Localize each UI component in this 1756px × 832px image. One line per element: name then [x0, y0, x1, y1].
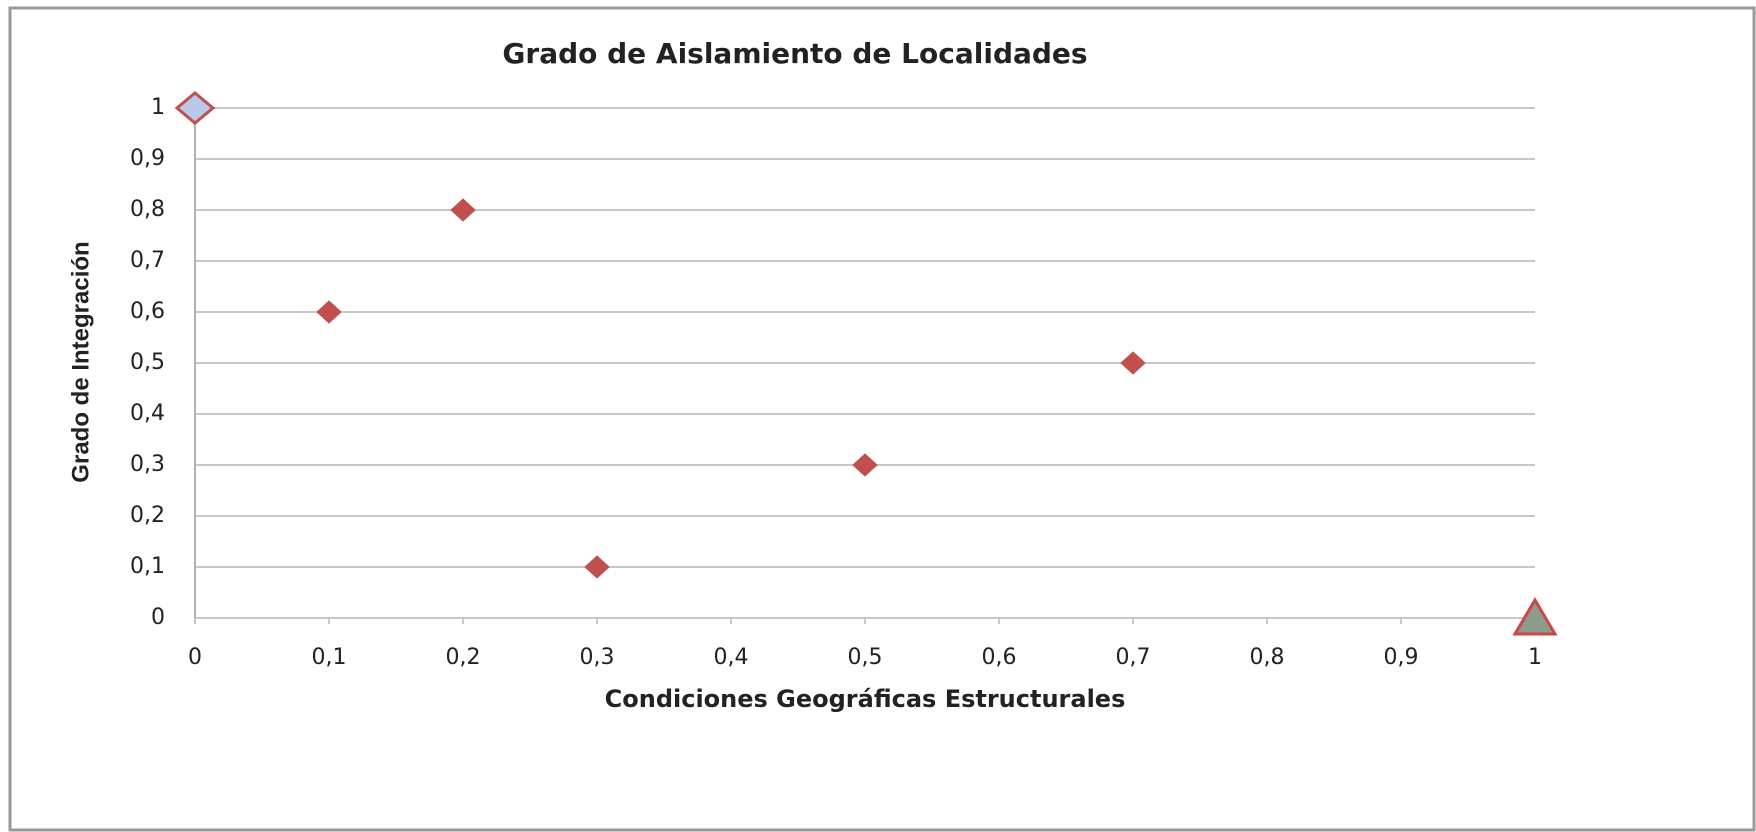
x-tick-label: 0,8: [1250, 645, 1285, 670]
scatter-point: [852, 453, 878, 477]
scatter-point: [450, 198, 476, 222]
chart-frame: [8, 6, 1756, 832]
x-tick-label: 0,2: [446, 645, 481, 670]
y-tick-label: 0,8: [130, 197, 165, 222]
x-tick-label: 0,6: [982, 645, 1017, 670]
scatter-point: [584, 555, 610, 579]
scatter-point: [1512, 597, 1558, 636]
y-axis-title: Grado de Integración: [67, 241, 94, 482]
scatter-point: [316, 300, 342, 324]
y-tick-label: 0,7: [130, 248, 165, 273]
y-tick-label: 1: [151, 95, 165, 120]
scatter-point: [174, 91, 216, 125]
x-tick-label: 0,4: [714, 645, 749, 670]
y-tick-label: 0,2: [130, 503, 165, 528]
x-tick-label: 0,9: [1384, 645, 1419, 670]
x-tick-label: 0: [188, 645, 202, 670]
y-tick-label: 0: [151, 605, 165, 630]
x-axis-title: Condiciones Geográficas Estructurales: [605, 685, 1126, 713]
y-tick-label: 0,9: [130, 146, 165, 171]
y-tick-label: 0,3: [130, 452, 165, 477]
scatter-point: [1120, 351, 1146, 375]
y-tick-label: 0,4: [130, 401, 165, 426]
x-tick-label: 0,3: [580, 645, 615, 670]
x-tick-label: 0,1: [312, 645, 347, 670]
y-tick-label: 0,5: [130, 350, 165, 375]
x-tick-label: 0,5: [848, 645, 883, 670]
x-tick-label: 1: [1528, 645, 1542, 670]
y-tick-label: 0,6: [130, 299, 165, 324]
chart-title: Grado de Aislamiento de Localidades: [502, 37, 1087, 70]
x-tick-label: 0,7: [1116, 645, 1151, 670]
y-tick-label: 0,1: [130, 554, 165, 579]
